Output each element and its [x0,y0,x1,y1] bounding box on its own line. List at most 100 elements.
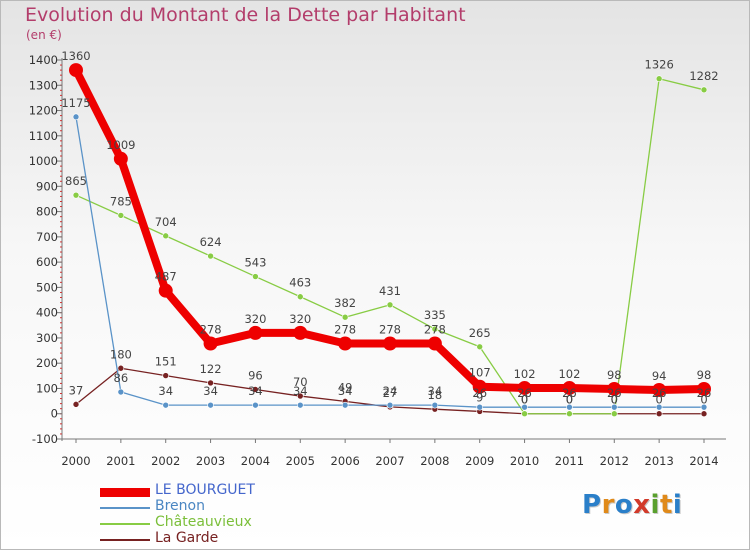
data-label-la-garde: 0 [655,393,662,407]
data-label-la-garde: 49 [338,380,353,394]
x-tick-label: 2004 [241,454,270,468]
data-label-chateauvieux: 265 [469,326,491,340]
data-label-le-bourguet: 487 [155,270,177,284]
y-tick-label: 1300 [29,78,58,92]
data-label-brenon: 24 [383,384,398,398]
data-point-chateauvieux [655,75,663,82]
data-point-chateauvieux [521,410,528,418]
data-point-la-garde [207,379,214,387]
x-tick-label: 2002 [151,454,180,468]
legend-swatch [100,507,150,509]
data-label-chateauvieux: 0 [566,393,573,407]
data-point-chateauvieux [610,410,618,418]
data-label-la-garde: 96 [248,368,263,382]
data-point-chateauvieux [476,343,484,351]
data-label-brenon: 26 [607,386,622,400]
data-label-le-bourguet: 278 [424,322,446,336]
y-tick-label: 300 [36,331,58,345]
data-label-le-bourguet: 278 [379,322,401,336]
data-point-chateauvieux [162,232,170,240]
y-tick-label: 800 [36,205,58,219]
proxiti-logo: Proxiti [582,490,683,520]
data-point-le-bourguet [607,381,622,396]
data-label-le-bourguet: 1360 [61,49,90,63]
data-label-brenon: 26 [652,386,667,400]
data-point-chateauvieux [431,325,439,333]
data-label-chateauvieux: 0 [611,393,618,407]
data-label-chateauvieux: 1326 [645,58,674,72]
data-point-le-bourguet [562,380,577,395]
data-label-chateauvieux: 335 [424,308,446,322]
data-label-brenon: 26 [562,386,577,400]
x-tick-label: 2010 [510,454,539,468]
data-point-le-bourguet [338,336,353,351]
data-point-brenon [655,403,663,411]
y-tick-label: 1100 [29,129,58,143]
data-label-brenon: 86 [114,371,129,385]
data-label-chateauvieux: 1282 [689,69,718,83]
data-label-chateauvieux: 463 [289,276,311,290]
data-point-la-garde [700,410,708,418]
data-label-brenon: 34 [293,384,308,398]
data-label-la-garde: 0 [521,393,528,407]
data-label-la-garde: 9 [476,390,483,404]
data-point-brenon [431,401,439,409]
data-point-brenon [162,401,170,409]
y-tick-label: 0 [51,407,58,421]
data-point-le-bourguet [652,382,667,397]
data-point-la-garde [72,401,80,408]
y-tick-label: 100 [36,381,58,395]
data-label-la-garde: 0 [611,393,618,407]
data-label-la-garde: 70 [293,375,308,389]
data-label-le-bourguet: 94 [652,369,667,383]
x-tick-label: 2008 [420,454,449,468]
data-label-brenon: 34 [158,384,173,398]
x-tick-label: 2009 [465,454,494,468]
data-label-brenon: 1175 [61,96,90,110]
data-point-brenon [296,401,304,409]
chart-title: Evolution du Montant de la Dette par Hab… [25,4,466,26]
data-label-la-garde: 37 [69,383,84,397]
data-label-brenon: 34 [428,384,443,398]
data-point-chateauvieux [566,410,573,418]
x-tick-label: 2007 [375,454,404,468]
data-label-brenon: 26 [472,386,487,400]
data-point-brenon [117,388,125,396]
legend-label: La Garde [155,530,219,546]
data-label-le-bourguet: 278 [200,322,222,336]
data-label-brenon: 26 [517,386,532,400]
data-point-chateauvieux [700,86,708,94]
data-label-le-bourguet: 98 [697,368,712,382]
y-tick-label: 1400 [29,53,58,67]
data-point-brenon [341,401,349,409]
data-point-chateauvieux [117,212,125,219]
data-point-le-bourguet [696,381,711,396]
data-label-brenon: 34 [338,384,353,398]
data-point-le-bourguet [427,336,442,351]
data-point-le-bourguet [293,325,308,340]
data-point-la-garde [296,392,304,400]
data-label-la-garde: 180 [110,347,132,361]
y-tick-label: 600 [36,255,58,269]
data-label-le-bourguet: 1009 [106,138,135,152]
data-point-le-bourguet [517,380,532,395]
data-label-chateauvieux: 382 [334,296,356,310]
data-point-la-garde [117,364,125,372]
data-point-la-garde [162,372,170,379]
data-point-chateauvieux [72,191,80,199]
data-point-le-bourguet [158,283,173,298]
data-label-brenon: 26 [697,386,712,400]
x-tick-label: 2000 [61,454,90,468]
data-label-le-bourguet: 320 [244,312,266,326]
x-tick-label: 2012 [600,454,629,468]
data-point-brenon [476,403,484,411]
data-label-la-garde: 122 [200,362,222,376]
data-point-brenon [700,403,708,411]
data-label-brenon: 34 [203,384,218,398]
data-point-chateauvieux [386,301,394,309]
data-label-la-garde: 151 [155,355,177,369]
data-label-le-bourguet: 102 [514,367,536,381]
data-label-la-garde: 18 [428,388,443,402]
data-point-le-bourguet [69,63,83,78]
